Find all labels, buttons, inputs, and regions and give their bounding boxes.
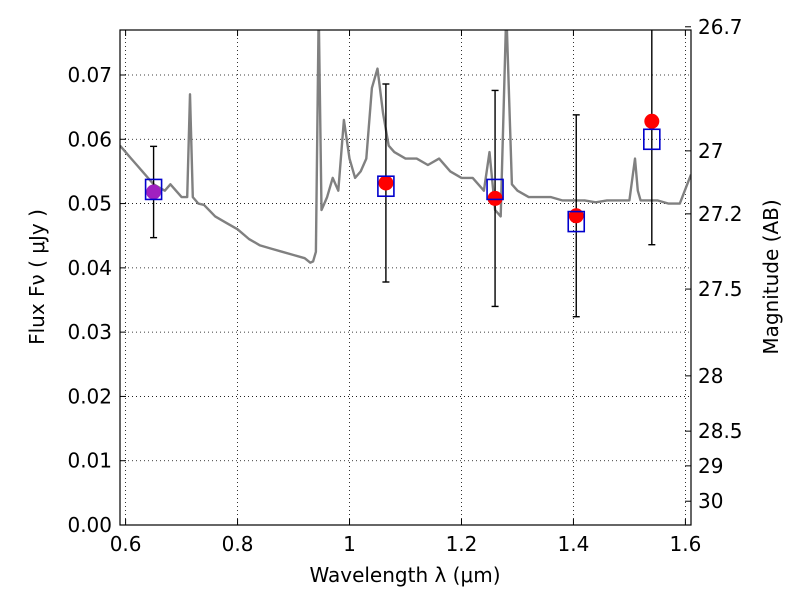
magnitude-tick-label: 28.5 bbox=[698, 419, 743, 443]
model-square bbox=[144, 178, 163, 201]
x-ticks: 0.6 0.8 1 1.2 1.4 1.6 bbox=[110, 30, 701, 556]
magnitude-tick-label: 26.7 bbox=[698, 15, 743, 39]
y-tick-label: 0.01 bbox=[67, 449, 112, 473]
magnitude-tick-label: 29 bbox=[698, 454, 723, 478]
observed-point bbox=[568, 208, 584, 224]
magnitude-tick-label: 28 bbox=[698, 364, 723, 388]
magnitude-tick-label: 30 bbox=[698, 489, 723, 513]
y-ticks: 0.00 0.01 0.02 0.03 0.04 0.05 0.06 0.07 bbox=[67, 63, 126, 537]
x-tick-label: 1 bbox=[343, 532, 356, 556]
y-tick-label: 0.05 bbox=[67, 192, 112, 216]
y-tick-label: 0.02 bbox=[67, 384, 112, 408]
observed-point bbox=[487, 190, 503, 206]
y-tick-label: 0.03 bbox=[67, 320, 112, 344]
spectrum-line bbox=[120, 30, 691, 264]
magnitude-ticks: 26.7 27 27.2 27.5 28 28.5 29 30 bbox=[685, 15, 743, 513]
y-tick-label: 0.00 bbox=[67, 513, 112, 537]
model-square bbox=[377, 175, 395, 198]
magnitude-tick-label: 27 bbox=[698, 139, 723, 163]
y-axis-label: Flux Fν ( μJy ) bbox=[25, 209, 49, 345]
x-tick-label: 1.4 bbox=[558, 532, 590, 556]
right-axis-label: Magnitude (AB) bbox=[759, 199, 783, 354]
grid bbox=[120, 30, 691, 526]
x-axis-label: Wavelength λ (μm) bbox=[309, 563, 500, 587]
observed-point bbox=[146, 184, 162, 200]
magnitude-tick-label: 27.2 bbox=[698, 202, 743, 226]
model-square bbox=[643, 128, 661, 151]
y-tick-label: 0.04 bbox=[67, 256, 112, 280]
observed-point bbox=[644, 113, 660, 129]
plot-frame bbox=[119, 29, 692, 526]
plot-background bbox=[120, 30, 691, 525]
y-tick-label: 0.06 bbox=[67, 127, 112, 151]
x-tick-label: 0.6 bbox=[110, 532, 142, 556]
box-layer bbox=[144, 128, 661, 233]
magnitude-tick-label: 27.5 bbox=[698, 277, 743, 301]
y-tick-label: 0.07 bbox=[67, 63, 112, 87]
model-square bbox=[486, 178, 504, 201]
x-tick-label: 1.6 bbox=[669, 532, 701, 556]
model-square bbox=[567, 210, 586, 233]
spectrum-layer bbox=[120, 30, 691, 264]
observed-point bbox=[378, 175, 394, 191]
x-tick-label: 0.8 bbox=[222, 532, 254, 556]
x-tick-label: 1.2 bbox=[446, 532, 478, 556]
